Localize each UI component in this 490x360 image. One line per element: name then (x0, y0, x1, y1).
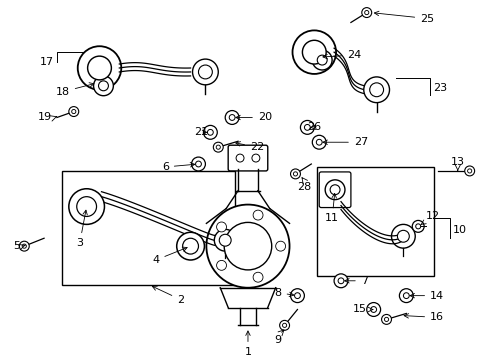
Circle shape (312, 135, 326, 149)
Circle shape (229, 114, 235, 120)
Circle shape (207, 130, 213, 135)
Circle shape (198, 65, 212, 79)
Circle shape (216, 145, 220, 149)
Circle shape (72, 109, 76, 114)
Circle shape (364, 77, 390, 103)
Circle shape (206, 204, 290, 288)
FancyBboxPatch shape (317, 167, 434, 276)
Circle shape (183, 238, 198, 254)
Circle shape (217, 222, 226, 232)
FancyBboxPatch shape (319, 172, 351, 208)
Circle shape (280, 320, 290, 330)
Circle shape (94, 76, 113, 96)
FancyBboxPatch shape (62, 171, 235, 285)
Circle shape (338, 278, 344, 284)
FancyBboxPatch shape (228, 145, 268, 171)
Text: 20: 20 (236, 112, 272, 122)
Circle shape (465, 166, 475, 176)
Circle shape (22, 244, 26, 248)
Circle shape (88, 56, 111, 80)
Circle shape (412, 220, 424, 232)
Circle shape (19, 241, 29, 251)
Circle shape (196, 161, 201, 167)
Circle shape (294, 172, 297, 176)
Circle shape (330, 185, 340, 195)
Circle shape (177, 232, 204, 260)
Circle shape (217, 260, 226, 270)
Circle shape (362, 8, 372, 18)
Text: 27: 27 (323, 137, 368, 147)
Circle shape (253, 210, 263, 220)
Text: 26: 26 (307, 122, 321, 132)
Circle shape (304, 125, 310, 130)
Text: 18: 18 (56, 83, 94, 97)
Circle shape (203, 125, 217, 139)
Circle shape (78, 46, 122, 90)
Circle shape (236, 154, 244, 162)
Circle shape (253, 272, 263, 282)
Text: 23: 23 (433, 83, 447, 93)
Circle shape (192, 157, 205, 171)
Circle shape (317, 139, 322, 145)
Text: 24: 24 (323, 50, 361, 60)
Text: 22: 22 (236, 141, 264, 152)
Text: 21: 21 (194, 127, 208, 137)
Text: 6: 6 (162, 162, 195, 172)
Circle shape (294, 293, 300, 298)
Text: 10: 10 (453, 225, 467, 235)
Text: 12: 12 (421, 211, 440, 225)
Circle shape (382, 314, 392, 324)
Circle shape (291, 289, 304, 302)
Text: 13: 13 (451, 157, 465, 167)
Circle shape (300, 121, 314, 134)
Circle shape (276, 241, 286, 251)
Text: 11: 11 (325, 193, 339, 224)
Circle shape (214, 229, 236, 251)
Text: 15: 15 (353, 305, 373, 315)
Circle shape (370, 83, 384, 97)
Circle shape (213, 142, 223, 152)
Circle shape (392, 224, 415, 248)
Text: 9: 9 (274, 335, 281, 345)
Circle shape (416, 224, 421, 229)
Circle shape (193, 59, 218, 85)
Circle shape (371, 307, 377, 312)
Circle shape (98, 81, 108, 91)
Circle shape (252, 154, 260, 162)
Circle shape (224, 222, 272, 270)
Circle shape (385, 317, 389, 321)
Circle shape (397, 230, 409, 242)
Text: 14: 14 (410, 291, 444, 301)
Text: 1: 1 (245, 331, 251, 357)
Circle shape (293, 30, 336, 74)
Circle shape (302, 40, 326, 64)
Text: 28: 28 (297, 182, 312, 192)
Circle shape (367, 302, 381, 316)
Circle shape (77, 197, 97, 216)
Circle shape (365, 10, 369, 15)
Text: 3: 3 (76, 210, 87, 248)
Circle shape (69, 107, 79, 117)
Circle shape (219, 234, 231, 246)
Text: 16: 16 (404, 312, 444, 323)
Circle shape (283, 323, 287, 327)
Circle shape (334, 274, 348, 288)
Text: 19: 19 (38, 112, 52, 122)
Circle shape (291, 169, 300, 179)
Circle shape (225, 111, 239, 125)
Text: 2: 2 (152, 286, 184, 305)
Text: 17: 17 (40, 57, 54, 67)
Circle shape (399, 289, 413, 302)
Circle shape (312, 50, 332, 70)
Text: 25: 25 (374, 11, 434, 23)
Circle shape (467, 169, 472, 173)
Text: 5: 5 (13, 241, 20, 251)
Circle shape (317, 55, 327, 65)
Circle shape (69, 189, 104, 224)
Text: 8: 8 (274, 288, 294, 298)
Text: 4: 4 (152, 247, 187, 265)
Circle shape (325, 180, 345, 200)
Circle shape (403, 293, 409, 298)
Text: 7: 7 (345, 276, 368, 286)
